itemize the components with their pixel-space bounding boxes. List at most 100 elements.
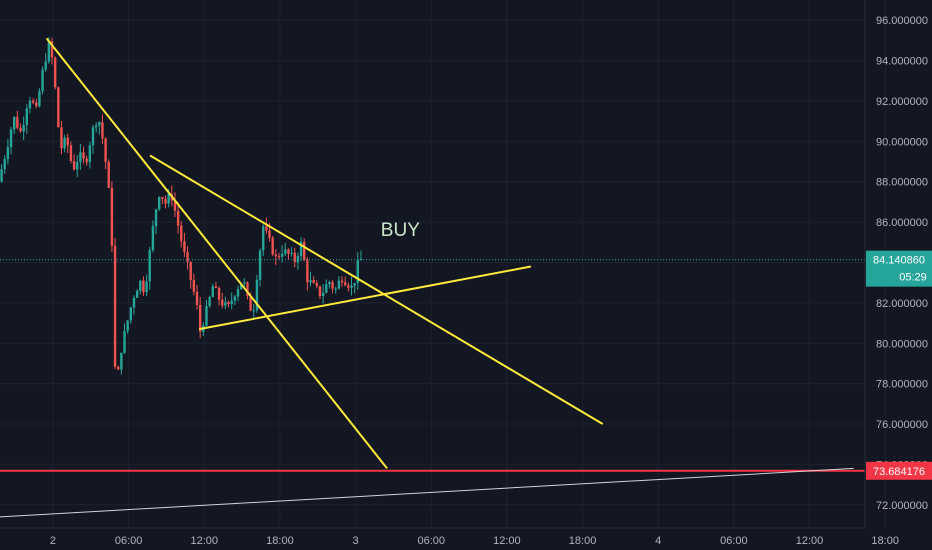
candle-body [79,152,82,163]
candle-body [98,122,101,126]
candle-body [243,282,246,284]
time-tick-label: 06:00 [720,535,748,547]
buy-annotation[interactable]: BUY [381,220,420,241]
candle-body [3,159,6,170]
time-tick-label: 12:00 [796,535,824,547]
price-tick-label: 78.000000 [876,379,928,391]
trendline-upper-triangle[interactable] [149,154,604,425]
candle-body [145,281,148,293]
candle-body [85,158,88,163]
price-tick-label: 90.000000 [876,136,928,148]
price-tick-label: 76.000000 [876,419,928,431]
candle-body [12,116,16,130]
candle-body [233,296,237,301]
candle-body [113,245,117,367]
candle-body [249,295,252,311]
candle-body [22,125,25,132]
candle-body [183,241,186,252]
candle-body [69,145,73,162]
trendline-lower-triangle[interactable] [199,265,532,331]
candle-body [82,152,85,159]
price-tick-label: 72.000000 [876,500,928,512]
candle-body [88,145,92,163]
candlestick-series [0,37,363,375]
candle-body [290,252,293,254]
candle-body [224,302,227,306]
candle-body [110,187,114,246]
candle-body [135,290,139,298]
candle-body [284,249,287,254]
candle-body [277,256,281,258]
candle-body [38,91,41,107]
current-price-badge [866,250,932,287]
candle-body [50,41,54,58]
candle-body [189,261,192,280]
trendline-main-downtrend[interactable] [45,37,388,470]
candle-body [299,241,303,257]
candle-body [35,102,38,107]
trendlines[interactable] [0,37,854,518]
candle-body [66,137,69,146]
candle-body [157,197,161,210]
candle-body [28,100,32,109]
candle-body [331,282,334,289]
candle-body [192,279,196,292]
time-axis[interactable]: 2 06:00 12:00 18:00 3 06:00 12:00 18:00 4 06:00 12… [50,535,899,547]
candle-body [312,280,315,284]
candle-body [227,302,230,305]
time-tick-label: 12:00 [493,535,521,547]
candle-body [268,230,271,238]
candle-body [41,69,44,92]
candle-body [337,280,341,289]
candle-body [31,100,35,103]
candle-body [328,282,331,285]
candle-body [217,287,221,300]
candle-body [186,251,189,262]
candle-body [236,289,240,297]
candle-body [334,288,337,290]
bar-countdown-label: 05:29 [899,272,927,284]
candle-body [63,137,66,149]
candle-body [211,286,214,298]
candle-body [198,305,202,332]
candle-body [139,280,142,291]
candle-body [315,283,319,287]
price-tick-label: 80.000000 [876,338,928,350]
candle-body [321,292,325,297]
candle-body [19,127,22,132]
candle-body [132,297,136,308]
candle-body [94,125,98,128]
candle-body [6,147,10,160]
candle-body [214,286,218,288]
candle-body [271,237,274,255]
candle-body [57,87,60,128]
candle-body [180,225,183,242]
price-tick-label: 86.000000 [876,217,928,229]
price-tick-label: 96.000000 [876,15,928,27]
candle-body [76,162,79,170]
time-tick-label: 18:00 [266,535,294,547]
time-tick-label: 12:00 [191,535,219,547]
time-tick-label: 06:00 [417,535,445,547]
candle-body [173,200,177,211]
candle-body [107,161,110,188]
trendline-long-support[interactable] [0,467,854,518]
candle-body [325,284,328,293]
candle-body [72,161,76,170]
support-level-label: 73.684176 [873,466,925,478]
candle-body [151,226,155,250]
candle-body [176,210,180,226]
time-tick-label: 06:00 [115,535,143,547]
candle-body [221,299,224,306]
candle-body [142,280,145,293]
candle-body [255,279,259,311]
candle-body [246,282,249,296]
candle-body [9,129,13,148]
candle-body [53,57,57,88]
current-price-label: 84.140860 [873,255,925,267]
candle-body [104,138,107,162]
price-levels [0,259,865,472]
candle-body [161,197,164,199]
